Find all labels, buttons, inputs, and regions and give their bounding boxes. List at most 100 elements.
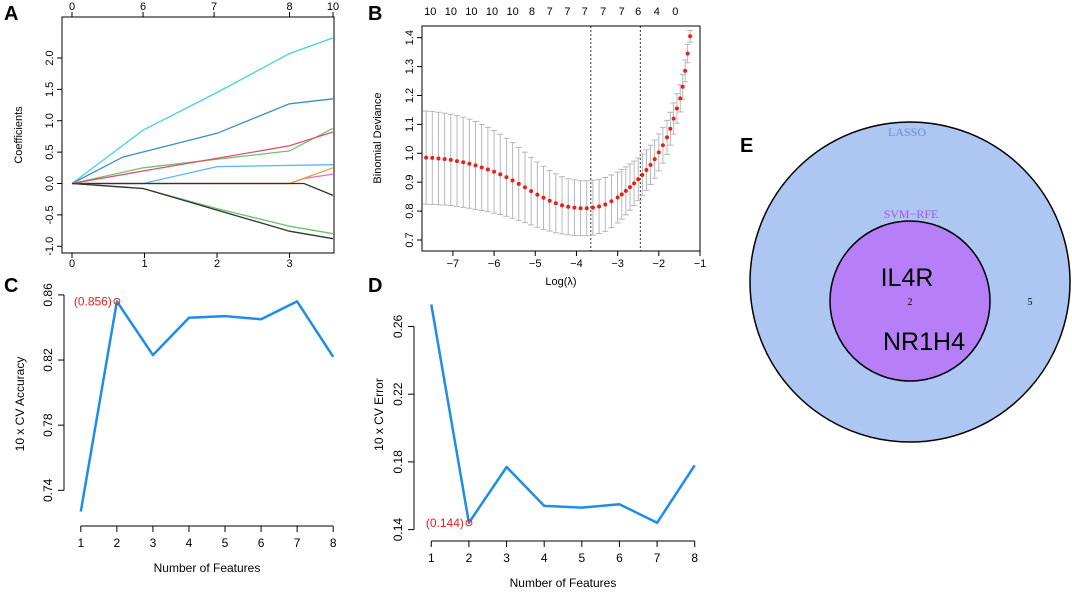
panel-d-y-tick-label: 0.14 xyxy=(391,518,405,542)
panel-b-deviance-point xyxy=(590,205,595,210)
panel-d-x-tick-label: 1 xyxy=(428,551,435,565)
panel-b-y-tick-label: 0.8 xyxy=(404,203,416,218)
panel-b-x-tick-label: −4 xyxy=(570,258,583,270)
panel-b-deviance-point xyxy=(597,204,602,209)
panel-b-deviance-point xyxy=(492,169,497,174)
panel-b-deviance-point xyxy=(442,157,447,162)
panel-b-y-tick-label: 0.9 xyxy=(404,175,416,190)
panel-b-deviance-point xyxy=(674,106,679,111)
panel-b-top-count-label: 7 xyxy=(547,6,553,18)
panel-b-deviance-point xyxy=(603,202,608,207)
panel-a-top-tick-label: 0 xyxy=(69,1,75,13)
panel-b-top-count-label: 7 xyxy=(582,6,588,18)
panel-c-best-point-marker xyxy=(113,297,121,305)
venn-intersection-count: 2 xyxy=(908,297,913,308)
panel-b-deviance-point xyxy=(627,185,632,190)
panel-a-series-line-10 xyxy=(71,182,334,240)
panel-b-deviance-point xyxy=(680,84,685,89)
panel-b-deviance-point xyxy=(688,34,693,39)
panel-b-x-tick-label: −6 xyxy=(488,258,501,270)
panel-b-deviance-point xyxy=(609,199,614,204)
panel-c-x-tick-label: 1 xyxy=(77,536,84,550)
panel-b-y-tick-label: 1.1 xyxy=(404,117,416,132)
panel-a-x-tick-label: 3 xyxy=(286,258,292,270)
panel-d-y-tick-label: 0.26 xyxy=(391,314,405,338)
panel-b-top-count-label: 10 xyxy=(424,6,436,18)
panel-b-deviance-point xyxy=(553,201,558,206)
panel-e-venn-diagram: LASSO SVM−RFE 2 5 IL4R NR1H4 xyxy=(749,121,1071,443)
panel-a-y-tick-label: -0.5 xyxy=(44,205,56,224)
panel-letter-b: B xyxy=(368,3,382,25)
panel-b-deviance-point xyxy=(479,165,484,170)
panel-d-best-point-marker xyxy=(465,519,473,527)
panel-b-deviance-point xyxy=(619,192,624,197)
panel-b-top-count-label: 7 xyxy=(600,6,606,18)
panel-b-deviance-point xyxy=(560,203,565,208)
panel-a-series-line-3 xyxy=(71,127,334,185)
panel-b-x-tick-label: −2 xyxy=(653,258,666,270)
venn-svm-rfe-label: SVM−RFE xyxy=(884,207,939,221)
panel-c-y-axis-label: 10 x CV Accuracy xyxy=(13,357,27,452)
panel-b-deviance-point xyxy=(424,155,429,160)
panel-b-deviance-point xyxy=(535,192,540,197)
panel-b-deviance-point xyxy=(584,206,589,211)
panel-b-y-tick-label: 0.7 xyxy=(404,232,416,247)
panel-a-top-tick-label: 10 xyxy=(327,1,339,13)
panel-b-deviance-point xyxy=(436,156,441,161)
panel-b-deviance-point xyxy=(578,206,583,211)
panel-c-y-tick-label: 0.78 xyxy=(41,413,55,437)
panel-b-deviance-point xyxy=(467,161,472,166)
panel-b-deviance-point xyxy=(430,155,435,160)
panel-b-x-tick-label: −1 xyxy=(694,258,707,270)
panel-b-deviance-point xyxy=(461,160,466,165)
panel-a-series-line-5 xyxy=(72,164,334,185)
venn-lasso-only-count: 5 xyxy=(1028,297,1033,308)
panel-d-error-chart: 0.14 0.18 0.22 0.26 1 2 3 4 5 6 7 8 (0.144) Number of… xyxy=(372,304,698,590)
panel-b-deviance-point xyxy=(572,205,577,210)
panel-b-deviance-point xyxy=(648,162,653,167)
panel-c-x-tick-label: 3 xyxy=(150,536,157,550)
panel-b-deviance-point xyxy=(455,159,460,164)
panel-b-top-count-label: 10 xyxy=(465,6,477,18)
venn-svm-rfe-circle xyxy=(829,220,991,382)
panel-d-x-tick-label: 7 xyxy=(654,551,661,565)
panel-c-y-tick-label: 0.82 xyxy=(41,348,55,372)
panel-c-x-tick-label: 4 xyxy=(186,536,193,550)
panel-d-y-tick-label: 0.22 xyxy=(391,382,405,406)
panel-b-deviance-chart: 0.7 0.8 0.9 1.0 1.1 1.2 1.3 1.4 −7 −6 −5 −4 −3 −2 −1 10… xyxy=(372,6,706,288)
panel-c-accuracy-chart: 0.74 0.78 0.82 0.86 1 2 3 4 5 6 7 8 (0.856) Number of… xyxy=(13,283,337,575)
panel-d-data-line xyxy=(430,304,696,525)
panel-b-deviance-point xyxy=(547,198,552,203)
panel-c-y-tick-label: 0.86 xyxy=(41,283,55,307)
panel-b-deviance-point xyxy=(683,68,688,73)
panel-letter-c: C xyxy=(4,275,18,297)
panel-a-plot-frame xyxy=(61,16,335,254)
panel-b-deviance-point xyxy=(510,178,515,183)
panel-a-top-tick-label: 7 xyxy=(211,1,217,13)
panel-a-series-line-1 xyxy=(71,37,334,185)
panel-b-deviance-point xyxy=(498,172,503,177)
panel-b-deviance-point xyxy=(640,172,645,177)
panel-a-series-line-2 xyxy=(71,98,334,185)
panel-b-y-tick-label: 1.2 xyxy=(404,88,416,103)
panel-b-top-count-label: 8 xyxy=(529,6,535,18)
panel-a-y-tick-label: -1.0 xyxy=(44,237,56,256)
panel-d-x-tick-label: 3 xyxy=(503,551,510,565)
panel-d-x-tick-label: 4 xyxy=(541,551,548,565)
panel-b-deviance-point xyxy=(656,150,661,155)
panel-b-deviance-point xyxy=(678,96,683,101)
panel-b-deviance-point xyxy=(516,181,521,186)
panel-b-deviance-point xyxy=(644,168,649,173)
venn-gene-nr1h4: NR1H4 xyxy=(883,328,965,356)
panel-letter-e: E xyxy=(740,135,753,157)
panel-b-top-count-label: 10 xyxy=(506,6,518,18)
panel-c-x-tick-label: 5 xyxy=(222,536,229,550)
panel-a-series-line-9 xyxy=(71,182,334,235)
panel-a-coefficient-path-chart: -1.0 -0.5 0.0 0.5 1.0 1.5 2.0 0 1 2 3 0 6 7 8 10 Coeffic… xyxy=(13,1,339,270)
panel-d-x-tick-label: 5 xyxy=(578,551,585,565)
panel-a-top-tick-label: 6 xyxy=(140,1,146,13)
panel-a-y-tick-label: 0.0 xyxy=(44,176,56,191)
panel-b-plot-frame xyxy=(421,25,701,252)
panel-b-deviance-point xyxy=(671,116,676,121)
